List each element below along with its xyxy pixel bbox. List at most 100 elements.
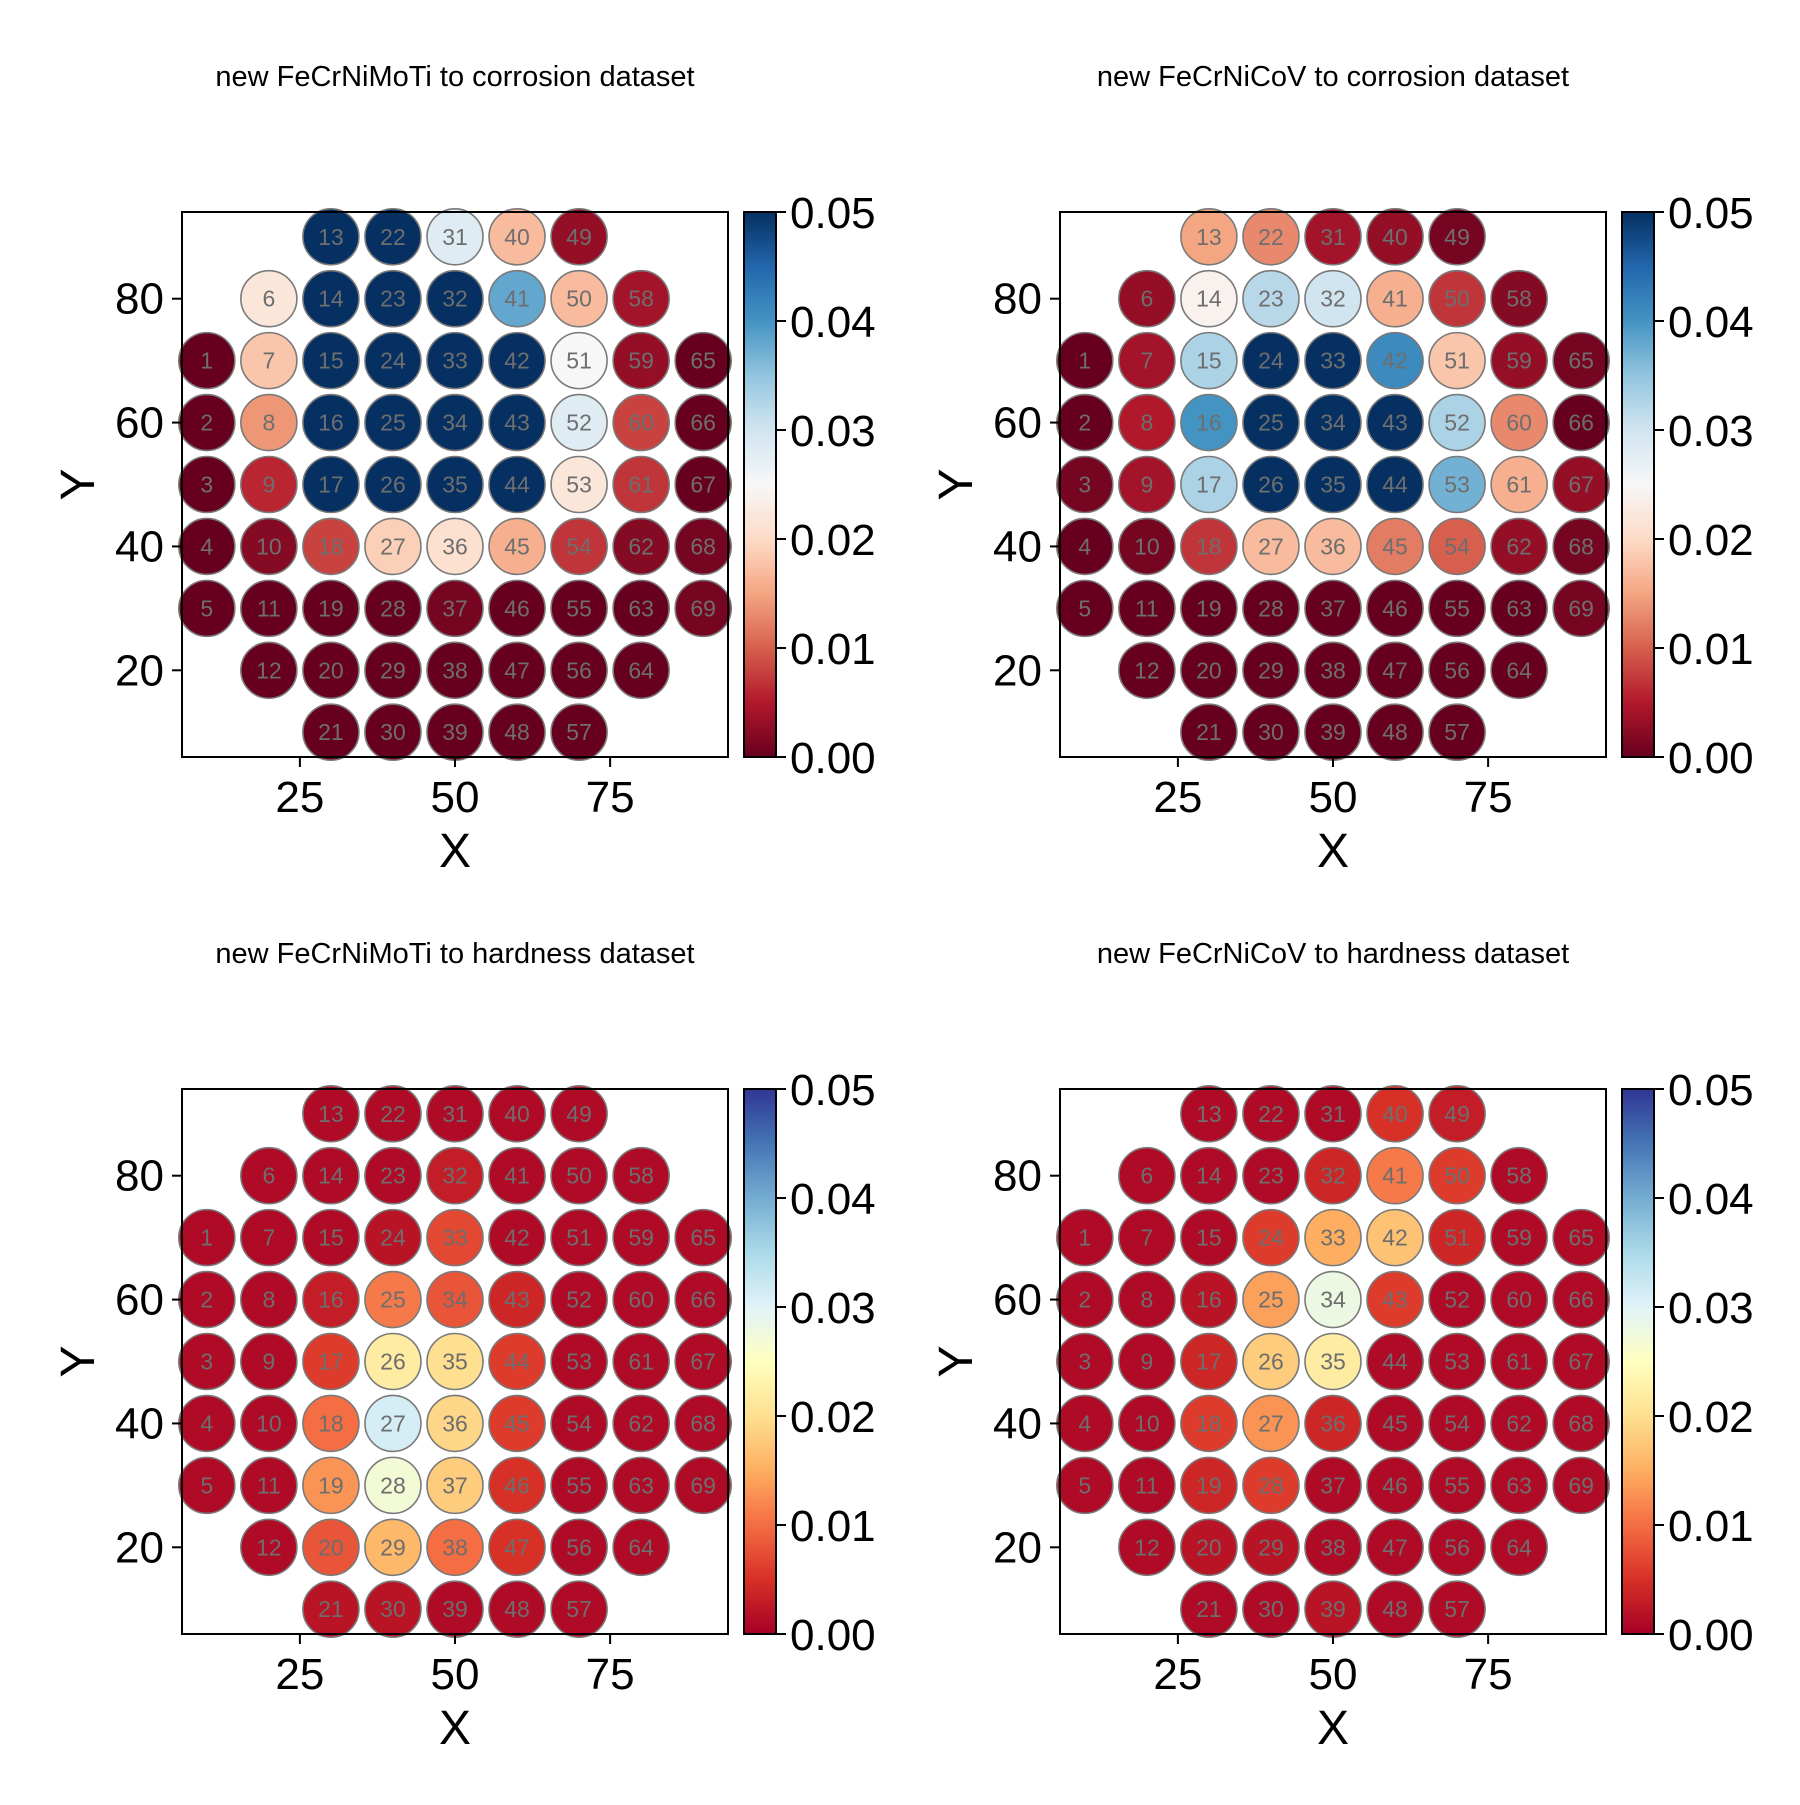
data-point-label: 19: [1196, 595, 1222, 621]
data-point-label: 39: [1320, 1596, 1346, 1622]
colorbar-tick-label: 0.03: [790, 1284, 876, 1333]
colorbar-tick-label: 0.05: [790, 1066, 876, 1115]
data-point: [1242, 641, 1300, 700]
data-point: [302, 1456, 360, 1515]
data-point: [1118, 1146, 1176, 1205]
data-point: [612, 1208, 670, 1267]
data-point-label: 62: [1506, 1410, 1532, 1436]
data-point-label: 32: [442, 286, 468, 312]
data-point-label: 50: [1444, 1163, 1470, 1189]
data-point-label: 16: [318, 1287, 344, 1313]
data-point: [488, 1146, 546, 1205]
data-point-label: 29: [380, 657, 406, 683]
data-point-label: 44: [1382, 472, 1408, 498]
data-point: [1428, 703, 1486, 762]
data-point-label: 26: [1258, 472, 1284, 498]
data-point: [364, 517, 422, 576]
data-point: [1180, 641, 1238, 700]
data-point-label: 64: [628, 1534, 654, 1560]
data-point-label: 32: [442, 1163, 468, 1189]
colorbar-tick-label: 0.01: [1668, 625, 1754, 674]
data-point: [1118, 641, 1176, 700]
data-point-label: 2: [200, 410, 213, 436]
data-point: [612, 1332, 670, 1391]
data-point-label: 67: [1568, 1349, 1594, 1375]
y-tick-label: 60: [993, 1276, 1042, 1325]
data-point-label: 56: [566, 1534, 592, 1560]
y-tick-label: 40: [115, 1399, 164, 1448]
data-point-label: 5: [1078, 1472, 1091, 1498]
data-point: [550, 331, 608, 390]
data-point: [364, 703, 422, 762]
data-point-label: 44: [504, 1349, 530, 1375]
data-point: [1304, 1456, 1362, 1515]
data-point: [426, 641, 484, 700]
data-point: [1490, 393, 1548, 452]
data-point-label: 51: [566, 1225, 592, 1251]
data-point: [1118, 1394, 1176, 1453]
data-point-label: 18: [1196, 1410, 1222, 1436]
data-point-label: 1: [200, 1225, 213, 1251]
x-axis-label: X: [439, 825, 471, 878]
data-point-label: 53: [1444, 472, 1470, 498]
data-point-label: 26: [380, 472, 406, 498]
data-point-label: 48: [504, 1596, 530, 1622]
data-point-label: 31: [442, 1101, 468, 1127]
data-point: [1366, 207, 1424, 266]
data-point-label: 66: [1568, 410, 1594, 436]
colorbar-tick-label: 0.05: [1668, 189, 1754, 238]
data-point-label: 30: [380, 719, 406, 745]
data-point: [1242, 703, 1300, 762]
x-axis-label: X: [439, 1702, 471, 1755]
data-point-label: 38: [1320, 1534, 1346, 1560]
data-point: [1304, 641, 1362, 700]
data-point: [1304, 269, 1362, 328]
data-point: [1552, 1270, 1610, 1329]
data-point-label: 15: [318, 1225, 344, 1251]
data-point: [674, 1208, 732, 1267]
data-point: [1118, 1332, 1176, 1391]
data-point: [1304, 1518, 1362, 1577]
data-point: [1552, 455, 1610, 514]
data-point: [240, 1270, 298, 1329]
data-point-label: 35: [442, 1349, 468, 1375]
colorbar-tick-label: 0.02: [1668, 1393, 1754, 1442]
data-point-label: 17: [1196, 472, 1222, 498]
data-point: [426, 1084, 484, 1143]
data-point: [426, 393, 484, 452]
data-point: [550, 1518, 608, 1577]
data-point: [1304, 1270, 1362, 1329]
data-point: [364, 1332, 422, 1391]
data-point: [1428, 207, 1486, 266]
data-point: [1552, 331, 1610, 390]
data-point: [550, 1208, 608, 1267]
data-point-label: 54: [1444, 1410, 1470, 1436]
data-point-label: 68: [690, 533, 716, 559]
data-point-label: 21: [1196, 1596, 1222, 1622]
data-point-label: 44: [1382, 1349, 1408, 1375]
data-point-label: 43: [504, 410, 530, 436]
data-point: [1552, 393, 1610, 452]
colorbar-tick-label: 0.01: [1668, 1502, 1754, 1551]
data-point: [488, 269, 546, 328]
data-point: [302, 1394, 360, 1453]
x-tick-label: 50: [431, 1650, 480, 1699]
x-tick-label: 50: [431, 773, 480, 822]
data-point-label: 24: [380, 1225, 406, 1251]
data-point: [488, 1394, 546, 1453]
data-point-label: 28: [380, 595, 406, 621]
data-point: [364, 1580, 422, 1639]
y-tick-label: 60: [115, 1276, 164, 1325]
colorbar-tick-label: 0.04: [1668, 1175, 1754, 1224]
data-point-label: 5: [200, 595, 213, 621]
data-point-label: 53: [566, 1349, 592, 1375]
data-point: [1428, 1208, 1486, 1267]
data-point-label: 47: [1382, 657, 1408, 683]
data-point-label: 15: [318, 348, 344, 374]
data-point-label: 51: [1444, 1225, 1470, 1251]
data-point-label: 46: [1382, 595, 1408, 621]
data-point-label: 56: [566, 657, 592, 683]
data-point: [1366, 517, 1424, 576]
data-point-label: 11: [257, 1472, 281, 1498]
